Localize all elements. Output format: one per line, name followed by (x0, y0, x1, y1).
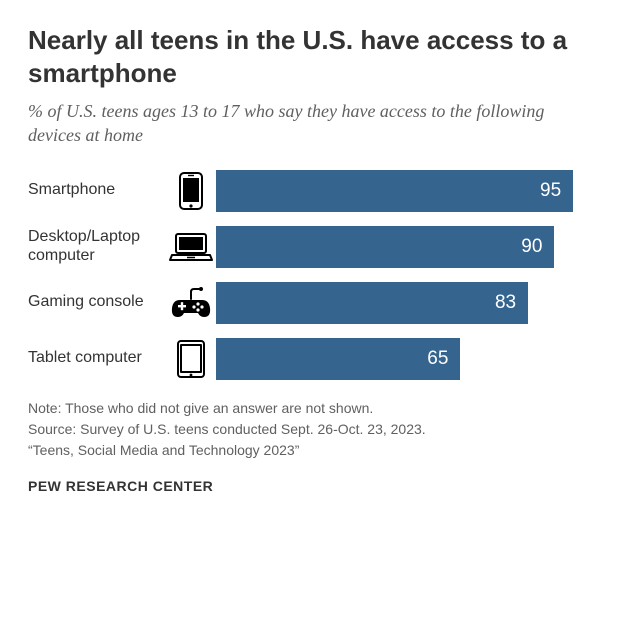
gamepad-icon (166, 285, 216, 321)
laptop-icon (166, 231, 216, 263)
category-label: Tablet computer (28, 349, 166, 367)
chart-row: Desktop/Laptop computer 90 (28, 226, 592, 268)
chart-title: Nearly all teens in the U.S. have access… (28, 24, 592, 89)
bar-track: 83 (216, 282, 592, 324)
tablet-icon (166, 339, 216, 379)
chart-subtitle: % of U.S. teens ages 13 to 17 who say th… (28, 99, 592, 148)
chart-row: Tablet computer 65 (28, 338, 592, 380)
source-line: Source: Survey of U.S. teens conducted S… (28, 419, 592, 439)
bar: 83 (216, 282, 528, 324)
bar-chart: Smartphone 95 Desktop/Laptop computer 90 Gam… (28, 170, 592, 380)
bar-track: 65 (216, 338, 592, 380)
bar: 90 (216, 226, 554, 268)
smartphone-icon (166, 171, 216, 211)
chart-notes: Note: Those who did not give an answer a… (28, 398, 592, 461)
bar-track: 90 (216, 226, 592, 268)
bar: 95 (216, 170, 573, 212)
category-label: Desktop/Laptop computer (28, 228, 166, 265)
attribution: PEW RESEARCH CENTER (28, 478, 592, 494)
bar-value: 83 (495, 292, 516, 314)
chart-row: Smartphone 95 (28, 170, 592, 212)
bar-track: 95 (216, 170, 592, 212)
bar-value: 95 (540, 180, 561, 202)
reference-line: “Teens, Social Media and Technology 2023… (28, 440, 592, 460)
bar-value: 90 (521, 236, 542, 258)
chart-row: Gaming console 83 (28, 282, 592, 324)
bar: 65 (216, 338, 460, 380)
category-label: Gaming console (28, 293, 166, 311)
category-label: Smartphone (28, 181, 166, 199)
note-line: Note: Those who did not give an answer a… (28, 398, 592, 418)
bar-value: 65 (427, 348, 448, 370)
